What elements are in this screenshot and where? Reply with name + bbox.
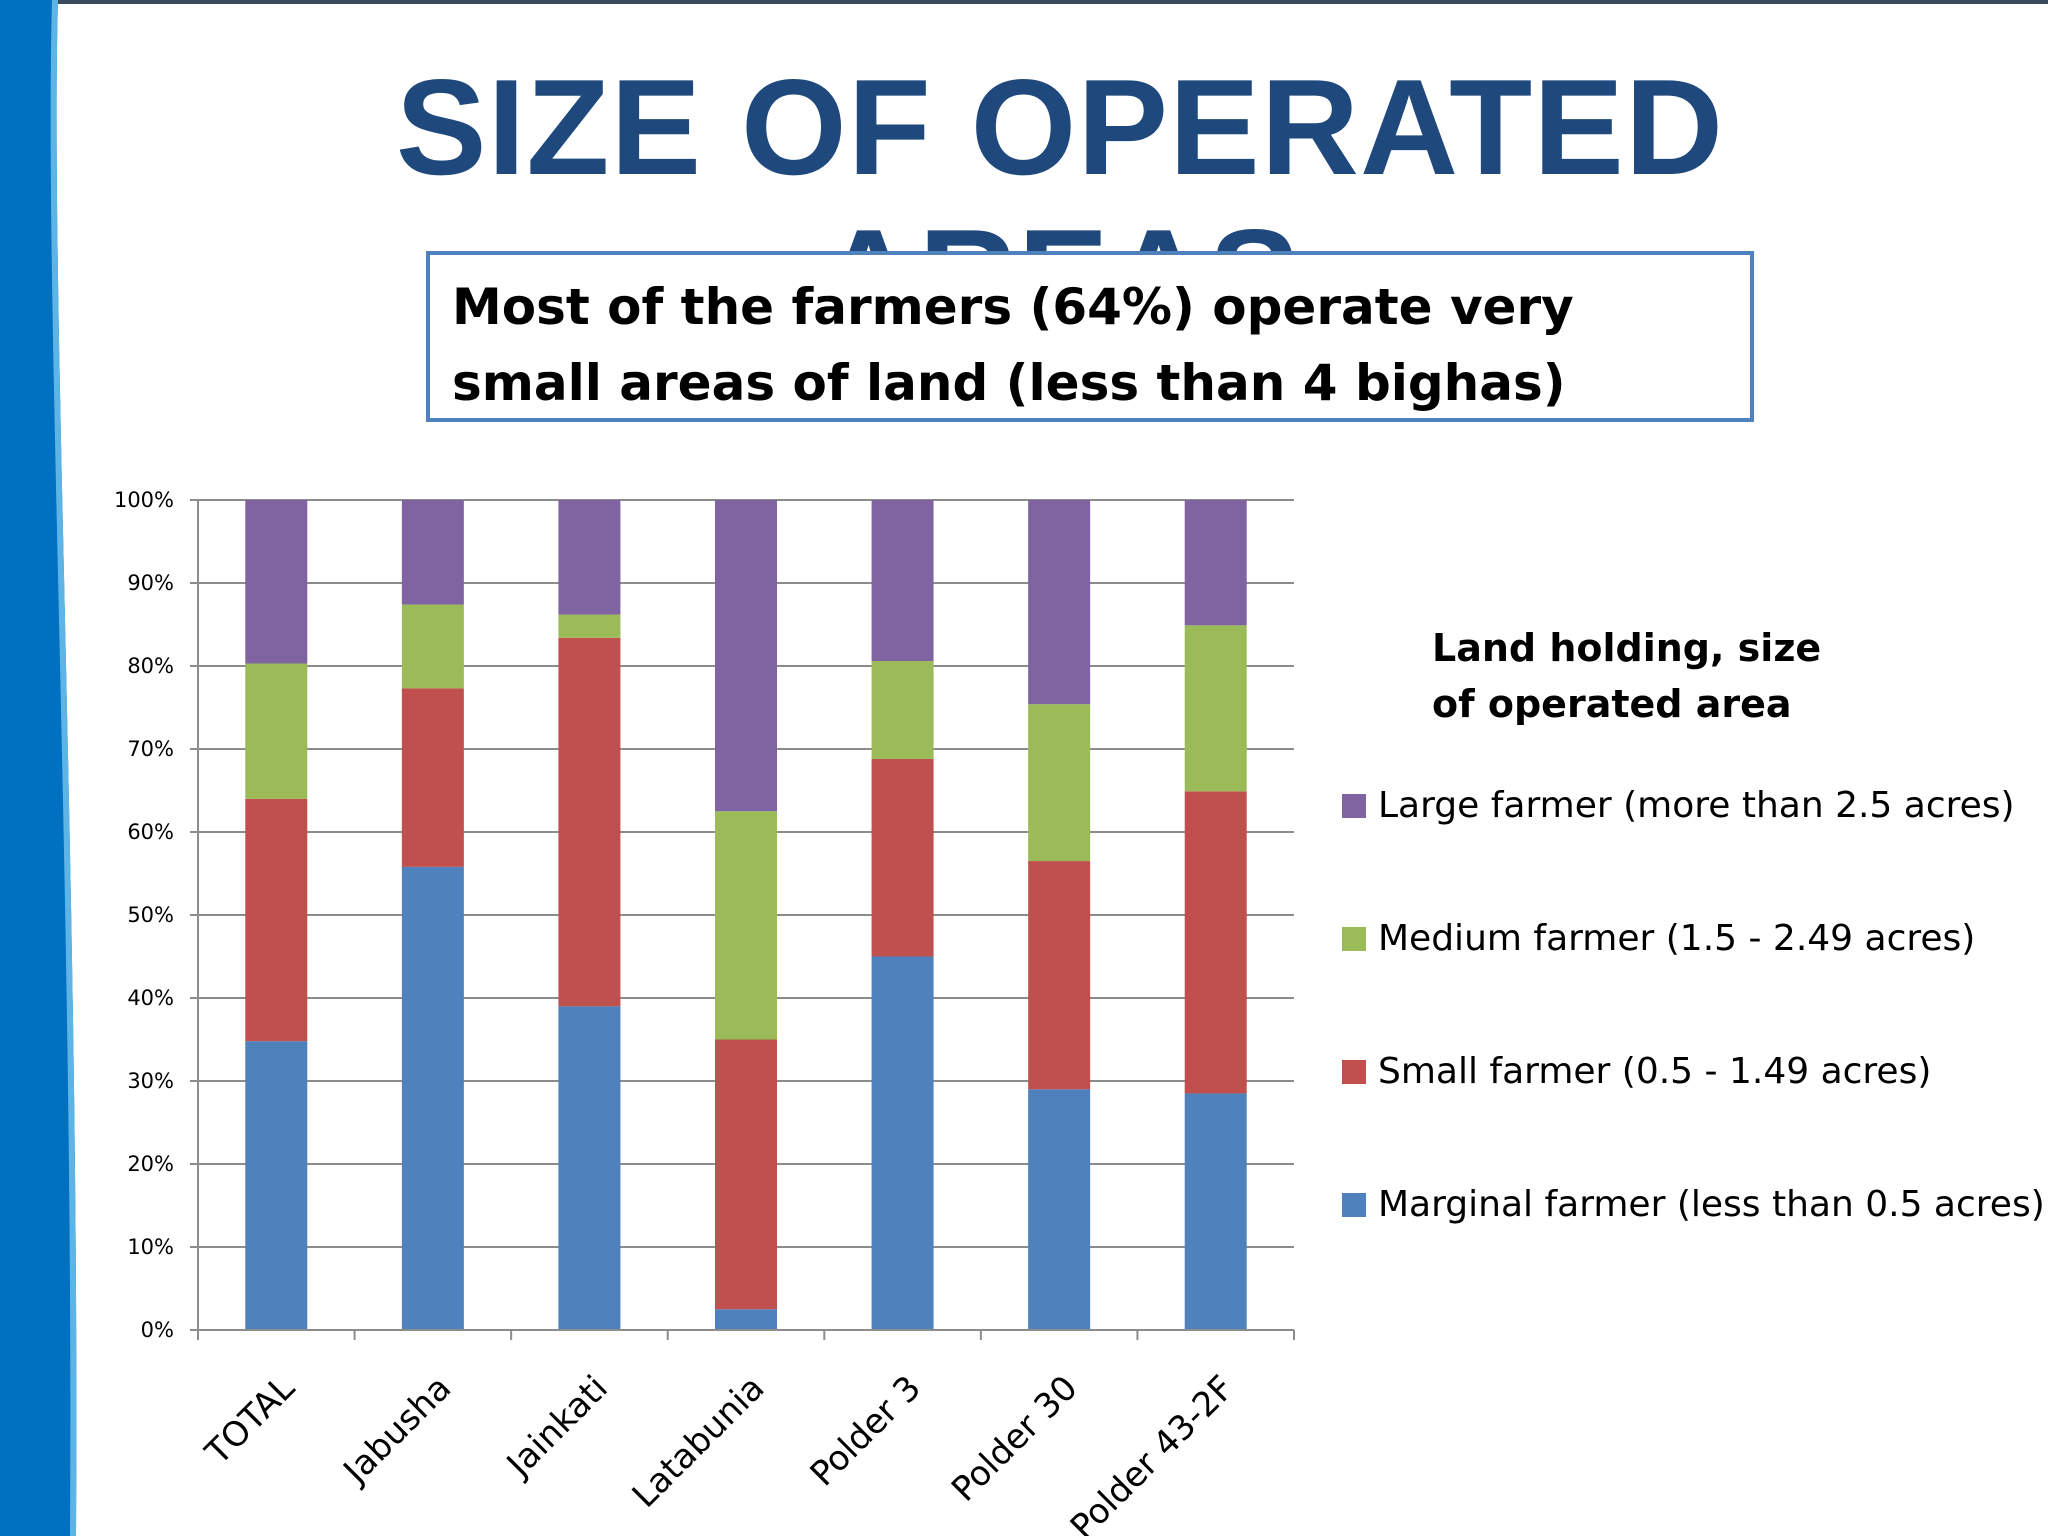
bar-segment	[245, 1041, 308, 1330]
x-tick-label: Polder 30	[944, 1368, 1085, 1509]
y-tick-label: 30%	[127, 1069, 174, 1093]
bar-segment	[401, 688, 464, 867]
bar-segment	[1184, 625, 1247, 792]
y-tick-labels: 0% 10% 20% 30% 40% 50% 60% 70% 80% 90% 100%	[114, 488, 174, 1342]
bar-segment	[245, 798, 308, 1042]
bar-segment	[715, 1039, 777, 1310]
x-tick-label: TOTAL	[197, 1368, 302, 1473]
bar-segment	[1028, 861, 1091, 1090]
x-tick-label: Polder 3	[803, 1368, 929, 1494]
bar-segment	[245, 663, 308, 799]
y-tick-label: 100%	[114, 488, 174, 512]
bars	[245, 500, 1247, 1330]
bar-segment	[1184, 500, 1247, 626]
bar-segment	[401, 866, 464, 1330]
legend-label-marginal: Marginal farmer (less than 0.5 acres)	[1378, 1184, 2045, 1225]
bar-segment	[871, 500, 934, 662]
bar-segment	[558, 500, 621, 615]
callout-text: Most of the farmers (64%) operate very s…	[452, 278, 1574, 412]
bar-segment	[715, 811, 777, 1040]
bar-segment	[558, 1006, 621, 1330]
x-tick-label: Jabusha	[335, 1368, 460, 1493]
left-band-highlight	[50, 0, 77, 1536]
x-tick-label: Latabunia	[625, 1368, 773, 1516]
bar-segment	[871, 661, 934, 759]
legend-swatch-medium	[1342, 927, 1366, 951]
bar-segment	[715, 500, 777, 812]
legend-swatch-large	[1342, 794, 1366, 818]
stacked-bar-chart: 0% 10% 20% 30% 40% 50% 60% 70% 80% 90% 100% TOTAL J…	[114, 488, 1295, 1536]
bar-segment	[558, 637, 621, 1007]
bar-segment	[871, 758, 934, 957]
bar-segment	[401, 500, 464, 605]
top-rule	[0, 0, 2048, 4]
bar-segment	[1028, 1089, 1091, 1330]
y-tick-label: 60%	[127, 820, 174, 844]
y-tick-label: 80%	[127, 654, 174, 678]
x-tick-label: Jainkati	[498, 1368, 616, 1486]
axes	[190, 499, 1295, 1340]
y-tick-label: 20%	[127, 1152, 174, 1176]
bar-segment	[871, 956, 934, 1330]
legend-label-medium: Medium farmer (1.5 - 2.49 acres)	[1378, 918, 1976, 959]
y-tick-label: 40%	[127, 986, 174, 1010]
y-tick-label: 50%	[127, 903, 174, 927]
bar-segment	[1028, 500, 1091, 705]
legend-label-large: Large farmer (more than 2.5 acres)	[1378, 785, 2015, 826]
bar-segment	[558, 614, 621, 638]
callout-box: Most of the farmers (64%) operate very s…	[426, 251, 1754, 422]
left-decorative-band	[0, 0, 77, 1536]
y-tick-label: 70%	[127, 737, 174, 761]
bar-segment	[401, 604, 464, 689]
y-tick-label: 0%	[141, 1318, 174, 1342]
y-tick-label: 90%	[127, 571, 174, 595]
legend-swatch-small	[1342, 1060, 1366, 1084]
bar-segment	[715, 1309, 777, 1330]
bar-segment	[245, 500, 308, 664]
y-tick-label: 10%	[127, 1235, 174, 1259]
bar-segment	[1184, 1093, 1247, 1330]
legend-swatch-marginal	[1342, 1193, 1366, 1217]
bar-segment	[1028, 704, 1091, 862]
x-tick-labels: TOTAL Jabusha Jainkati Latabunia Polder 3 Pol…	[197, 1368, 1242, 1536]
x-tick-label: Polder 43-2F	[1063, 1368, 1242, 1536]
bar-segment	[1184, 791, 1247, 1094]
legend-title: Land holding, size of operated area	[1432, 626, 1822, 726]
legend-label-small: Small farmer (0.5 - 1.49 acres)	[1378, 1051, 1932, 1092]
